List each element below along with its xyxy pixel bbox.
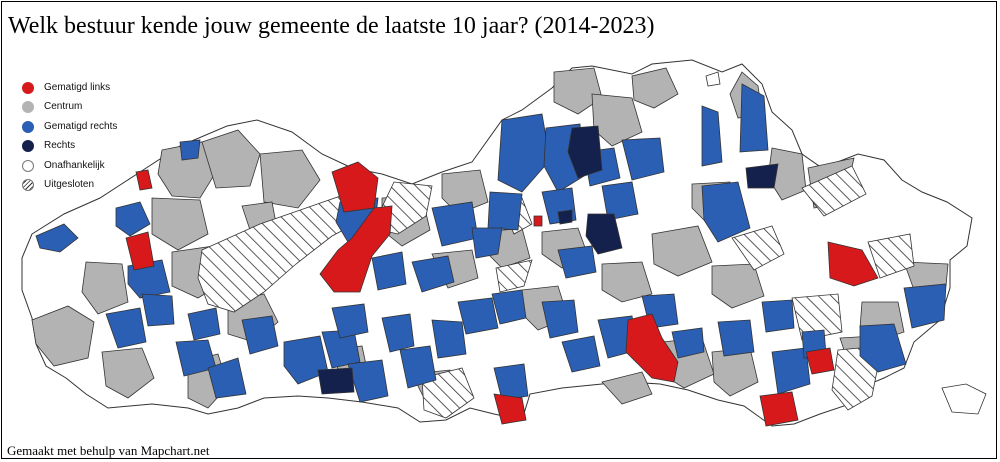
legend-swatch-onafhankelijk (22, 159, 34, 172)
legend-label: Gematigd rechts (44, 120, 118, 132)
legend-swatch-centrum (22, 101, 34, 114)
rechts-municipalities (317, 125, 779, 395)
legend-label: Uitgesloten (44, 178, 95, 190)
legend-swatch-uitgesloten (22, 178, 34, 191)
islands (705, 71, 987, 415)
legend-label: Centrum (44, 101, 83, 113)
gematigd-rechts-municipalities (35, 83, 947, 403)
legend-label: Rechts (44, 140, 76, 152)
gematigd-links-municipalities (125, 161, 879, 427)
legend-swatch-gematigd_rechts (22, 120, 34, 133)
map-title: Welk bestuur kende jouw gemeente de laat… (8, 13, 655, 39)
legend-swatch-gematigd_links (22, 82, 34, 94)
map-credit: Gemaakt met behulp van Mapchart.net (7, 443, 210, 458)
legend-label: Gematigd links (44, 82, 111, 93)
legend-label: Onafhankelijk (44, 159, 105, 171)
legend-swatch-rechts (22, 140, 34, 153)
